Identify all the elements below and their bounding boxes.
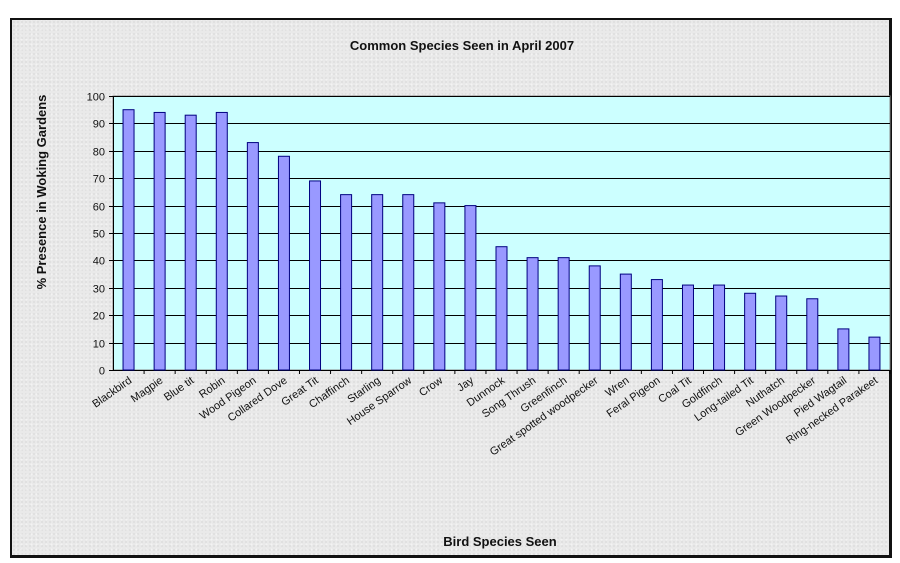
bar <box>588 265 601 371</box>
bar <box>495 246 508 371</box>
bar <box>215 111 228 371</box>
x-category-label: Magpie <box>129 375 165 406</box>
bar <box>309 180 322 371</box>
y-tick-label: 80 <box>93 147 105 159</box>
y-tick-label: 10 <box>93 339 105 351</box>
plot-area: 0 10 20 30 40 50 60 70 80 90 100 BlackbirdMagpieBlu… <box>87 92 891 458</box>
bar <box>775 295 788 371</box>
bar <box>340 194 353 371</box>
y-axis-title: % Presence in Woking Gardens <box>34 95 49 290</box>
bar <box>713 284 726 371</box>
y-tick-label: 70 <box>93 174 105 186</box>
bar <box>837 328 850 371</box>
bar <box>184 114 197 371</box>
x-axis-title: Bird Species Seen <box>443 534 556 549</box>
y-tick-label: 30 <box>93 284 105 296</box>
bar <box>277 155 290 371</box>
bar <box>433 202 446 371</box>
bar <box>153 111 166 371</box>
bar <box>371 194 384 371</box>
bar <box>650 279 663 371</box>
y-tick-label: 20 <box>93 311 105 323</box>
y-tick-label: 100 <box>87 92 105 104</box>
bar <box>464 205 477 371</box>
y-tick-label: 90 <box>93 119 105 131</box>
x-category-label: Blackbird <box>90 375 134 411</box>
x-category-label: Jay <box>455 374 476 394</box>
y-tick-label: 60 <box>93 202 105 214</box>
y-tick-label: 50 <box>93 229 105 241</box>
x-category-label: Blue tit <box>162 375 196 404</box>
bar <box>681 284 694 371</box>
chart-frame: Common Species Seen in April 2007 % Pres… <box>10 18 892 558</box>
bar <box>122 109 135 371</box>
bar <box>526 257 539 371</box>
chart-title: Common Species Seen in April 2007 <box>350 38 574 53</box>
bar <box>246 142 259 371</box>
bar <box>402 194 415 371</box>
bar-chart: Common Species Seen in April 2007 % Pres… <box>34 38 891 549</box>
bar <box>868 336 881 371</box>
x-category-label: Crow <box>417 375 445 400</box>
y-tick-label: 40 <box>93 256 105 268</box>
bar <box>557 257 570 371</box>
bar <box>619 273 632 371</box>
bar <box>744 292 757 371</box>
bar <box>806 298 819 371</box>
y-tick-label: 0 <box>99 366 105 378</box>
